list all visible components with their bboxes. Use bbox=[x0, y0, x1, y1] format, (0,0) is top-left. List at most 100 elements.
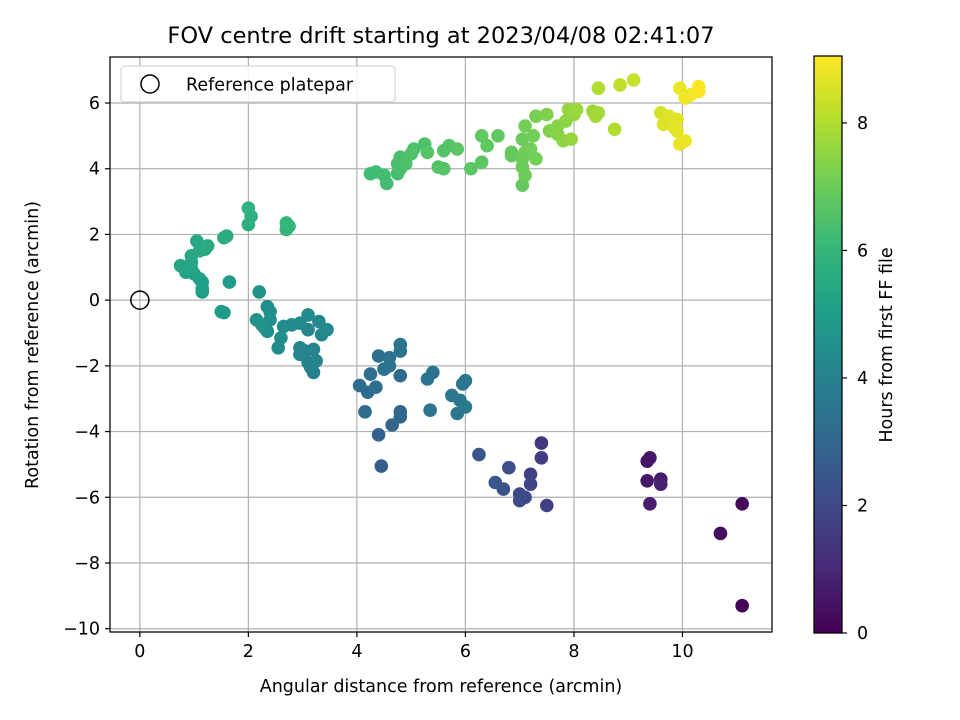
colorbar-ticks: 0 2 4 6 8 bbox=[842, 114, 868, 644]
legend-reference-marker bbox=[140, 74, 160, 94]
data-point bbox=[371, 349, 386, 363]
data-point bbox=[320, 322, 334, 337]
data-point bbox=[504, 148, 519, 163]
plot-frame bbox=[109, 56, 773, 633]
x-tick-label: 2 bbox=[243, 642, 254, 662]
data-point bbox=[293, 347, 307, 362]
data-point bbox=[670, 112, 684, 127]
y-tick-label: −8 bbox=[74, 554, 100, 574]
x-tick-label: 8 bbox=[568, 642, 579, 662]
data-point bbox=[426, 365, 440, 380]
data-point bbox=[564, 132, 579, 146]
colorbar-tick-label: 4 bbox=[857, 369, 868, 389]
data-point bbox=[309, 354, 323, 368]
data-point bbox=[613, 78, 627, 92]
data-point bbox=[200, 239, 215, 253]
legend-box bbox=[120, 65, 396, 103]
data-point bbox=[640, 474, 654, 488]
data-point bbox=[540, 498, 554, 513]
x-axis: 0 2 4 6 8 10 bbox=[134, 632, 694, 662]
data-point bbox=[523, 142, 538, 156]
data-point bbox=[352, 378, 367, 393]
data-point bbox=[534, 436, 549, 450]
reference-marker bbox=[130, 290, 150, 310]
data-point bbox=[423, 403, 437, 418]
data-point bbox=[491, 129, 505, 143]
x-axis-label: Angular distance from reference (arcmin) bbox=[260, 677, 623, 697]
data-point bbox=[540, 107, 554, 122]
data-point bbox=[458, 373, 473, 388]
data-point bbox=[678, 133, 692, 148]
colorbar-label: Hours from first FF file bbox=[877, 247, 897, 442]
data-point bbox=[382, 359, 397, 373]
data-point bbox=[450, 142, 465, 156]
y-tick-label: −4 bbox=[74, 423, 100, 443]
data-point bbox=[515, 132, 530, 146]
data-point bbox=[263, 304, 277, 319]
data-point bbox=[358, 405, 372, 419]
data-point bbox=[523, 477, 538, 491]
data-point bbox=[252, 285, 267, 299]
x-tick-label: 10 bbox=[671, 642, 693, 662]
y-tick-label: −6 bbox=[74, 488, 100, 508]
data-point bbox=[626, 73, 641, 87]
data-point bbox=[393, 337, 408, 352]
data-point bbox=[480, 138, 494, 153]
colorbar-tick-label: 8 bbox=[857, 114, 868, 134]
y-tick-label: 2 bbox=[89, 225, 100, 245]
data-point bbox=[713, 526, 728, 541]
legend: Reference platepar bbox=[120, 65, 396, 103]
colorbar bbox=[813, 55, 843, 634]
data-point bbox=[217, 305, 231, 320]
y-axis: −10 −8 −6 −4 −2 0 2 4 6 bbox=[63, 94, 110, 640]
data-point bbox=[691, 79, 706, 94]
x-tick-label: 4 bbox=[351, 642, 362, 662]
data-point bbox=[569, 102, 584, 117]
data-point bbox=[735, 497, 749, 511]
grid-lines bbox=[110, 57, 772, 632]
data-point bbox=[640, 454, 654, 468]
chart-title: FOV centre drift starting at 2023/04/08 … bbox=[167, 23, 714, 49]
data-point bbox=[369, 380, 383, 395]
data-point bbox=[222, 275, 237, 289]
data-point bbox=[420, 145, 435, 160]
data-point bbox=[529, 109, 543, 123]
y-tick-label: −10 bbox=[63, 620, 100, 640]
data-point bbox=[276, 319, 291, 334]
data-point bbox=[591, 81, 606, 96]
legend-label: Reference platepar bbox=[186, 76, 354, 96]
y-tick-label: −2 bbox=[74, 357, 100, 377]
data-point bbox=[523, 467, 538, 482]
y-axis-label: Rotation from reference (arcmin) bbox=[23, 201, 43, 489]
data-points bbox=[173, 73, 749, 613]
data-point bbox=[591, 106, 606, 120]
data-point bbox=[393, 405, 408, 419]
y-tick-label: 0 bbox=[89, 291, 100, 311]
colorbar-tick-label: 0 bbox=[857, 624, 868, 644]
data-point bbox=[526, 129, 541, 143]
data-point bbox=[607, 122, 622, 137]
data-point bbox=[241, 201, 256, 215]
colorbar-tick-label: 6 bbox=[857, 241, 868, 261]
data-point bbox=[279, 216, 294, 230]
data-point bbox=[379, 176, 394, 191]
data-point bbox=[393, 368, 408, 383]
data-point bbox=[472, 447, 486, 462]
data-point bbox=[363, 367, 378, 381]
data-point bbox=[407, 142, 421, 156]
data-point bbox=[534, 451, 549, 465]
data-point bbox=[488, 475, 503, 490]
data-point bbox=[735, 598, 749, 613]
data-point bbox=[371, 428, 386, 442]
data-point bbox=[474, 155, 489, 169]
data-point bbox=[249, 313, 264, 327]
data-point bbox=[512, 493, 527, 508]
colorbar-tick-label: 2 bbox=[857, 496, 868, 516]
data-point bbox=[173, 258, 188, 273]
x-tick-label: 0 bbox=[134, 642, 145, 662]
data-point bbox=[653, 477, 668, 491]
data-point bbox=[219, 229, 234, 243]
data-point bbox=[436, 161, 451, 176]
data-point bbox=[502, 460, 516, 475]
